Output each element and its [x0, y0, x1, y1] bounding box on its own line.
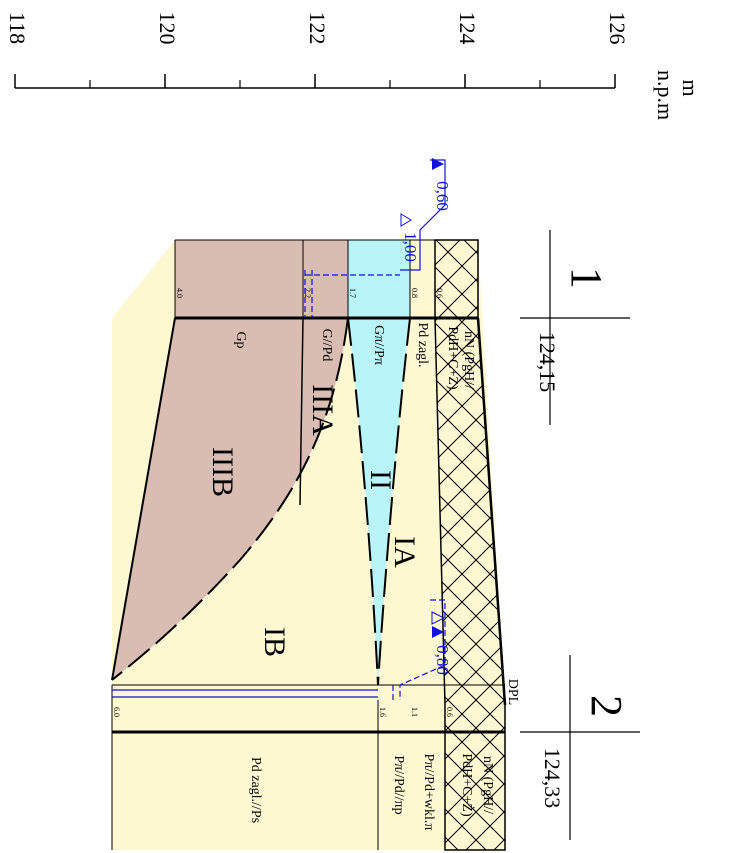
depth-label: 1.6: [378, 707, 387, 717]
zone-label: IIIB: [206, 447, 239, 497]
water-level: 1,00: [401, 232, 420, 262]
header: [520, 230, 640, 840]
layer-label: Gp: [233, 331, 248, 348]
borehole-elevation: 124,33: [540, 748, 565, 809]
zone-label: II: [364, 470, 397, 490]
depth-label: 0.6: [445, 707, 454, 717]
scale-tick-label: 120: [155, 12, 180, 45]
boundary: [299, 317, 304, 506]
borehole-number: 1: [562, 267, 611, 289]
profile: [15, 87, 640, 851]
boundary: [111, 317, 349, 681]
layer-label: Pπ//Pd//πp: [391, 755, 406, 814]
water-table: [112, 159, 446, 700]
layer-label: Gπ//Pπ: [371, 325, 386, 365]
scale-datum: n.p.m: [653, 70, 678, 120]
depth-label: 0.6: [435, 288, 444, 298]
borehole-number: 2: [582, 695, 631, 717]
layer-label: PdH+C+Ż): [459, 753, 475, 817]
zone-label: IA: [388, 536, 421, 568]
layer-label: nN (PgH//: [480, 756, 495, 814]
depth-label: 6.0: [112, 707, 121, 717]
depth-label: 0.8: [410, 288, 419, 298]
scale-unit: m: [678, 79, 703, 96]
water-marker: [400, 213, 412, 227]
boundary: [347, 317, 379, 686]
water-level: 0,60: [433, 181, 452, 211]
scale-tick-label: 118: [5, 12, 30, 44]
silt-layer: [348, 240, 410, 685]
layer-label: PdH+C+Ż): [445, 326, 461, 390]
boundary: [377, 317, 411, 686]
water-level: 0,80: [433, 645, 452, 675]
surface: [476, 317, 507, 706]
scale-tick-label: 122: [305, 12, 330, 45]
boundary: [111, 317, 176, 681]
zone-label: IB: [258, 627, 291, 657]
layer-label: nN (PgH//: [461, 331, 476, 389]
fill-layer: [434, 239, 506, 851]
layer-label: Pd zagl.: [415, 322, 430, 367]
clay-layer: [112, 240, 348, 680]
depth-label: 4.0: [175, 288, 184, 298]
depth-label: 1.1: [410, 707, 419, 717]
water-marker: [431, 611, 446, 625]
water-marker: [432, 626, 444, 638]
borehole-elevation: 124,15: [535, 332, 560, 393]
layer-label: Pπ//Pd+wkl.π: [421, 754, 436, 831]
borehole-mark: DPL: [505, 679, 520, 705]
column-1: [174, 239, 478, 318]
zone-label: IIIA: [306, 384, 339, 436]
water-marker: [432, 158, 444, 170]
layer-label: Pd zagl.//Ps: [248, 757, 263, 823]
scale-tick-label: 126: [605, 12, 630, 45]
layer-label: G//Pd: [319, 329, 334, 362]
depth-label: 2.2: [303, 288, 312, 298]
scale-tick-label: 124: [455, 12, 480, 45]
depth-label: 1.7: [348, 288, 357, 298]
